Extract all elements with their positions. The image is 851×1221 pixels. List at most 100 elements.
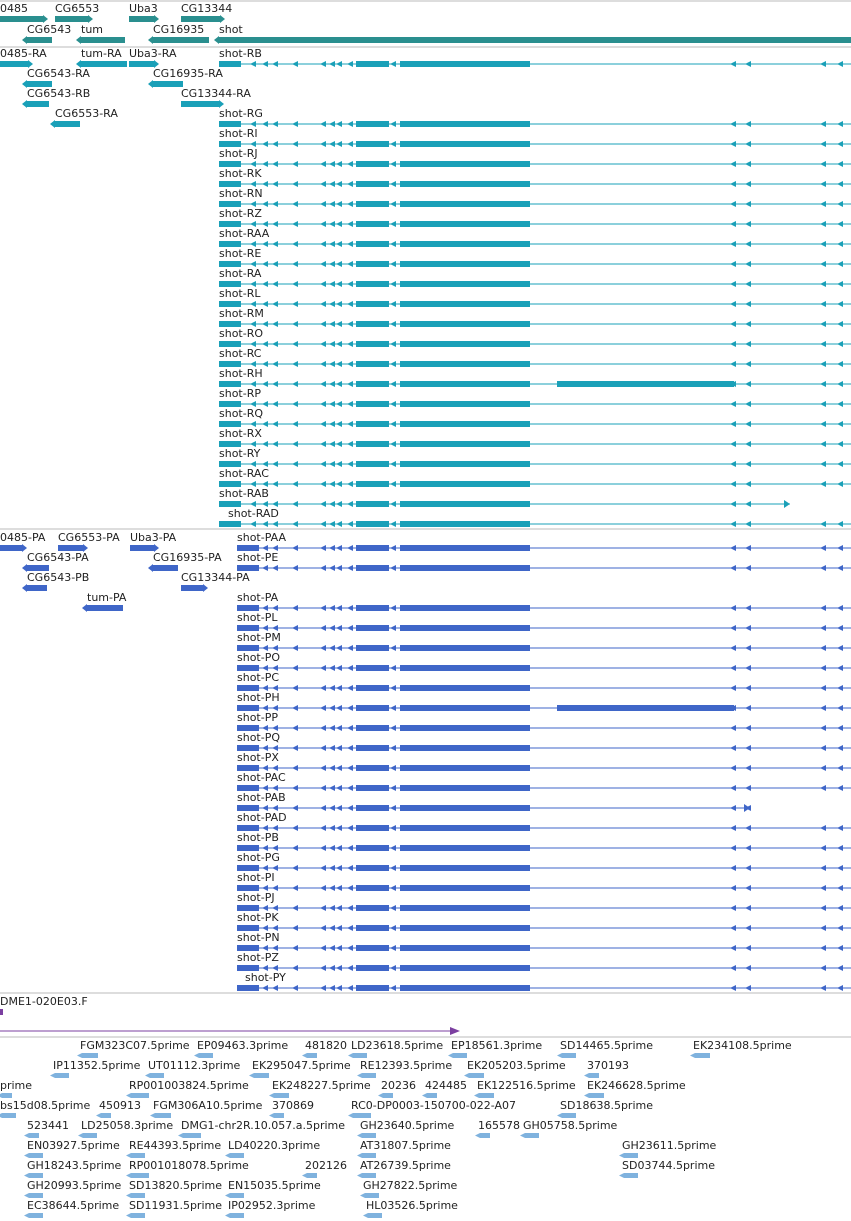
est-sd14465-5prime-bar[interactable] [562,1053,576,1058]
isoform-shot-re-exon-start[interactable] [219,261,241,267]
isoform-shot-rx-exon-start[interactable] [219,441,241,447]
feature-cg6543-ra-bar-0[interactable] [27,81,52,87]
feature-cg16935-bar-0[interactable] [153,37,209,43]
protein-shot-po-exon-start[interactable] [237,665,259,671]
est-rc0-dp0003-150700-022-a07-bar[interactable] [353,1113,371,1118]
isoform-shot-rl-exon-start[interactable] [219,301,241,307]
feature-label-20236[interactable]: 20236 [381,1079,416,1092]
feature-label-cg13344-pa[interactable]: CG13344-PA [181,571,250,584]
feature-label-shot-pn[interactable]: shot-PN [237,931,280,944]
isoform-shot-rp-exon-start[interactable] [219,401,241,407]
feature-label-cg6543-pa[interactable]: CG6543-PA [27,551,89,564]
feature-label-shot-rx[interactable]: shot-RX [219,427,262,440]
feature-label-shot-rm[interactable]: shot-RM [219,307,264,320]
feature-label-cg16935[interactable]: CG16935 [153,23,204,36]
protein-shot-pa-exon-b[interactable] [400,605,530,611]
est-rp001003824-5prime-bar[interactable] [131,1093,149,1098]
feature-0485-ra-bar-0[interactable] [0,61,28,67]
feature-label-523441[interactable]: 523441 [27,1119,69,1132]
feature-label-dmg1-chr2r-10-057-a-5prime[interactable]: DMG1-chr2R.10.057.a.5prime [181,1119,345,1132]
est-bs15d08-5prime-bar[interactable] [2,1113,16,1118]
feature-label-re44393-5prime[interactable]: RE44393.5prime [129,1139,221,1152]
feature-label-ek122516-5prime[interactable]: EK122516.5prime [477,1079,576,1092]
est-370869-bar[interactable] [274,1113,284,1118]
isoform-shot-rx-exon-a[interactable] [356,441,389,447]
feature-label-cg6543-ra[interactable]: CG6543-RA [27,67,90,80]
isoform-shot-rz-exon-a[interactable] [356,221,389,227]
feature-label-shot-ry[interactable]: shot-RY [219,447,261,460]
protein-shot-pc-exon-start[interactable] [237,685,259,691]
protein-shot-pm-exon-start[interactable] [237,645,259,651]
est-dmg1-chr2r-10-057-a-5prime-bar[interactable] [183,1133,201,1138]
isoform-shot-rk-exon-a[interactable] [356,181,389,187]
protein-shot-po-exon-b[interactable] [400,665,530,671]
feature-label-cg6543[interactable]: CG6543 [27,23,71,36]
protein-shot-py-exon-a[interactable] [356,985,389,991]
feature-label-rp001003824-5prime[interactable]: RP001003824.5prime [129,1079,249,1092]
feature-label-shot-rk[interactable]: shot-RK [219,167,262,180]
isoform-shot-rz-exon-start[interactable] [219,221,241,227]
est-ec38644-5prime-bar[interactable] [29,1213,43,1218]
est-gh18243-5prime-bar[interactable] [29,1173,43,1178]
feature-cg6553-ra-bar-0[interactable] [55,121,80,127]
est-gh27822-5prime-bar[interactable] [365,1193,379,1198]
protein-shot-pk-exon-start[interactable] [237,925,259,931]
feature-label-cg6553-pa[interactable]: CG6553-PA [58,531,120,544]
protein-shot-pp-exon-b[interactable] [400,725,530,731]
feature-label-shot-pac[interactable]: shot-PAC [237,771,286,784]
isoform-shot-rb-exon-start[interactable] [219,61,241,67]
feature-label-ek295047-5prime[interactable]: EK295047.5prime [252,1059,351,1072]
feature-label-shot-pc[interactable]: shot-PC [237,671,279,684]
protein-shot-pk-exon-b[interactable] [400,925,530,931]
protein-shot-pg-exon-start[interactable] [237,865,259,871]
protein-shot-pad-exon-b[interactable] [400,825,530,831]
isoform-shot-ro-exon-b[interactable] [400,341,530,347]
isoform-shot-rx-exon-b[interactable] [400,441,530,447]
feature-label-370869[interactable]: 370869 [272,1099,314,1112]
feature-label-en03927-5prime[interactable]: EN03927.5prime [27,1139,120,1152]
est-sd13820-5prime-bar[interactable] [131,1193,145,1198]
protein-shot-pg-exon-b[interactable] [400,865,530,871]
feature-label-shot-pm[interactable]: shot-PM [237,631,281,644]
isoform-shot-rac-exon-a[interactable] [356,481,389,487]
feature-cg16935-ra-bar-0[interactable] [153,81,183,87]
feature-label-shot-rb[interactable]: shot-RB [219,47,262,60]
est-ek122516-5prime-bar[interactable] [479,1093,494,1098]
isoform-shot-rad-exon-start[interactable] [219,521,241,527]
protein-shot-paa-exon-a[interactable] [356,545,389,551]
protein-shot-px-exon-a[interactable] [356,765,389,771]
feature-label-shot-pp[interactable]: shot-PP [237,711,278,724]
feature-label-rp001018078-5prime[interactable]: RP001018078.5prime [129,1159,249,1172]
feature-cg6543-pb-bar-0[interactable] [27,585,47,591]
protein-shot-pj-exon-a[interactable] [356,905,389,911]
protein-shot-ph-exon-start[interactable] [237,705,259,711]
est-gh20993-5prime-bar[interactable] [29,1193,43,1198]
protein-shot-pg-exon-a[interactable] [356,865,389,871]
protein-shot-px-exon-start[interactable] [237,765,259,771]
feature-label-shot-rg[interactable]: shot-RG [219,107,263,120]
isoform-shot-rq-exon-b[interactable] [400,421,530,427]
feature-label-0485[interactable]: 0485 [0,2,28,15]
feature-0485-bar-0[interactable] [0,16,43,22]
est-re12393-5prime-bar[interactable] [362,1073,376,1078]
feature-label-en15035-5prime[interactable]: EN15035.5prime [228,1179,321,1192]
protein-shot-pab-exon-b[interactable] [400,805,530,811]
isoform-shot-rad-exon-a[interactable] [356,521,389,527]
feature-label-ip02952-3prime[interactable]: IP02952.3prime [228,1199,316,1212]
est-ip02952-3prime-bar[interactable] [230,1213,244,1218]
feature-cg6553-pa-bar-0[interactable] [58,545,83,551]
feature-label-ep09463-3prime[interactable]: EP09463.3prime [197,1039,288,1052]
feature-label-cg16935-ra[interactable]: CG16935-RA [153,67,223,80]
protein-shot-pz-exon-b[interactable] [400,965,530,971]
feature-label-0485-pa[interactable]: 0485-PA [0,531,46,544]
feature-label-cg13344-ra[interactable]: CG13344-RA [181,87,251,100]
est-ep18561-3prime-bar[interactable] [453,1053,467,1058]
isoform-shot-rp-exon-a[interactable] [356,401,389,407]
protein-shot-ph-exon-b[interactable] [400,705,530,711]
est-424485-bar[interactable] [427,1093,437,1098]
protein-shot-pe-exon-b[interactable] [400,565,530,571]
protein-shot-pe-exon-a[interactable] [356,565,389,571]
est-ek246628-5prime-bar[interactable] [589,1093,604,1098]
isoform-shot-ro-exon-start[interactable] [219,341,241,347]
feature-label-ek205203-5prime[interactable]: EK205203.5prime [467,1059,566,1072]
